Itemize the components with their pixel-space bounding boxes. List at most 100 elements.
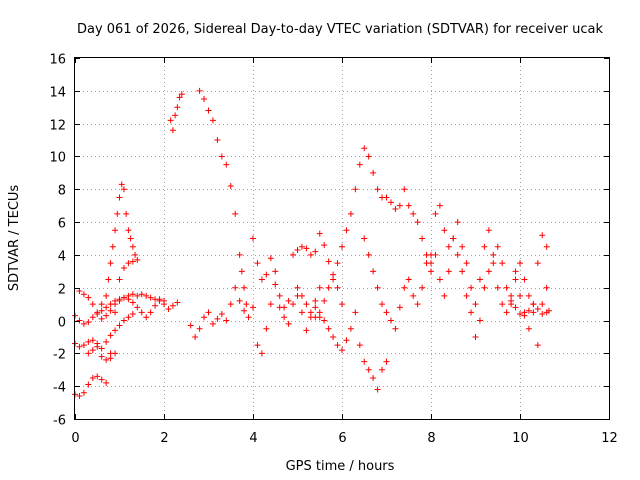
y-tick-label: 12: [49, 119, 66, 134]
data-point: [98, 307, 105, 314]
data-point: [125, 227, 132, 234]
data-point: [116, 194, 123, 201]
data-point: [169, 127, 176, 134]
data-point: [508, 297, 515, 304]
data-point: [238, 268, 245, 275]
data-point: [334, 260, 341, 267]
data-point: [352, 186, 359, 193]
data-point: [85, 294, 92, 301]
data-point: [152, 302, 159, 309]
data-point: [312, 297, 319, 304]
x-tick-label: 0: [71, 431, 79, 446]
data-point: [112, 309, 119, 316]
data-point: [112, 350, 119, 357]
data-point: [107, 260, 114, 267]
y-tick-label: 2: [58, 283, 66, 298]
data-point: [499, 260, 506, 267]
y-tick-label: 0: [58, 316, 66, 331]
data-point: [503, 309, 510, 316]
data-point: [116, 322, 123, 329]
x-tick-label: 10: [512, 431, 529, 446]
data-point: [485, 227, 492, 234]
data-point: [134, 256, 141, 263]
data-point: [103, 312, 110, 319]
data-point: [476, 276, 483, 283]
data-point: [127, 235, 134, 242]
data-point: [294, 284, 301, 291]
data-point: [172, 112, 179, 119]
data-point: [196, 87, 203, 94]
data-point: [545, 307, 552, 314]
data-point: [454, 219, 461, 226]
data-point: [250, 235, 256, 242]
data-point: [370, 169, 377, 176]
data-point: [263, 271, 270, 278]
data-point: [383, 358, 390, 365]
data-point: [143, 292, 150, 299]
y-tick-label: -6: [53, 414, 66, 429]
data-point: [167, 117, 174, 124]
data-point: [396, 304, 403, 311]
data-point: [396, 202, 403, 209]
series-s11: [312, 304, 390, 393]
data-point: [129, 258, 136, 265]
data-point: [134, 304, 141, 311]
data-point: [103, 338, 110, 345]
data-point: [118, 181, 125, 188]
data-point: [165, 306, 172, 313]
data-point: [392, 325, 399, 332]
y-tick-label: 14: [49, 86, 66, 101]
data-point: [205, 309, 212, 316]
series-s7: [167, 91, 185, 134]
data-point: [428, 268, 434, 275]
data-point: [312, 314, 319, 321]
data-point: [539, 301, 546, 308]
data-point: [503, 284, 510, 291]
data-point: [387, 317, 394, 324]
data-point: [432, 251, 439, 258]
data-point: [534, 342, 541, 349]
y-tick-label: -4: [53, 381, 66, 396]
data-point: [316, 309, 323, 316]
data-point: [316, 284, 323, 291]
data-point: [387, 199, 394, 206]
data-point: [410, 210, 417, 217]
data-point: [423, 251, 430, 258]
plot-frame: [74, 57, 610, 420]
data-point: [85, 338, 92, 345]
data-point: [383, 309, 390, 316]
data-point: [472, 301, 479, 308]
data-point: [379, 301, 386, 308]
data-point: [525, 325, 532, 332]
series-s2: [98, 181, 139, 308]
data-point: [132, 251, 139, 258]
data-point: [109, 243, 116, 250]
data-point: [281, 314, 288, 321]
data-point: [178, 91, 185, 98]
data-point: [343, 337, 350, 344]
data-point: [472, 333, 479, 340]
x-tick-label: 2: [160, 431, 168, 446]
data-point: [517, 292, 523, 299]
series-s13: [361, 235, 434, 332]
data-point: [263, 325, 270, 332]
data-point: [209, 117, 216, 124]
x-tick-label: 8: [427, 431, 435, 446]
data-point: [298, 309, 305, 316]
data-point: [85, 319, 92, 326]
data-point: [543, 243, 550, 250]
data-point: [103, 292, 110, 299]
data-point: [290, 301, 297, 308]
data-point: [272, 281, 279, 288]
data-point: [196, 325, 203, 332]
data-point: [494, 243, 501, 250]
data-point: [525, 307, 532, 314]
data-point: [517, 260, 523, 267]
data-point: [120, 186, 127, 193]
data-point: [138, 291, 145, 298]
data-point: [441, 292, 448, 299]
data-point: [361, 145, 368, 152]
data-point: [236, 251, 243, 258]
data-point: [80, 389, 87, 396]
